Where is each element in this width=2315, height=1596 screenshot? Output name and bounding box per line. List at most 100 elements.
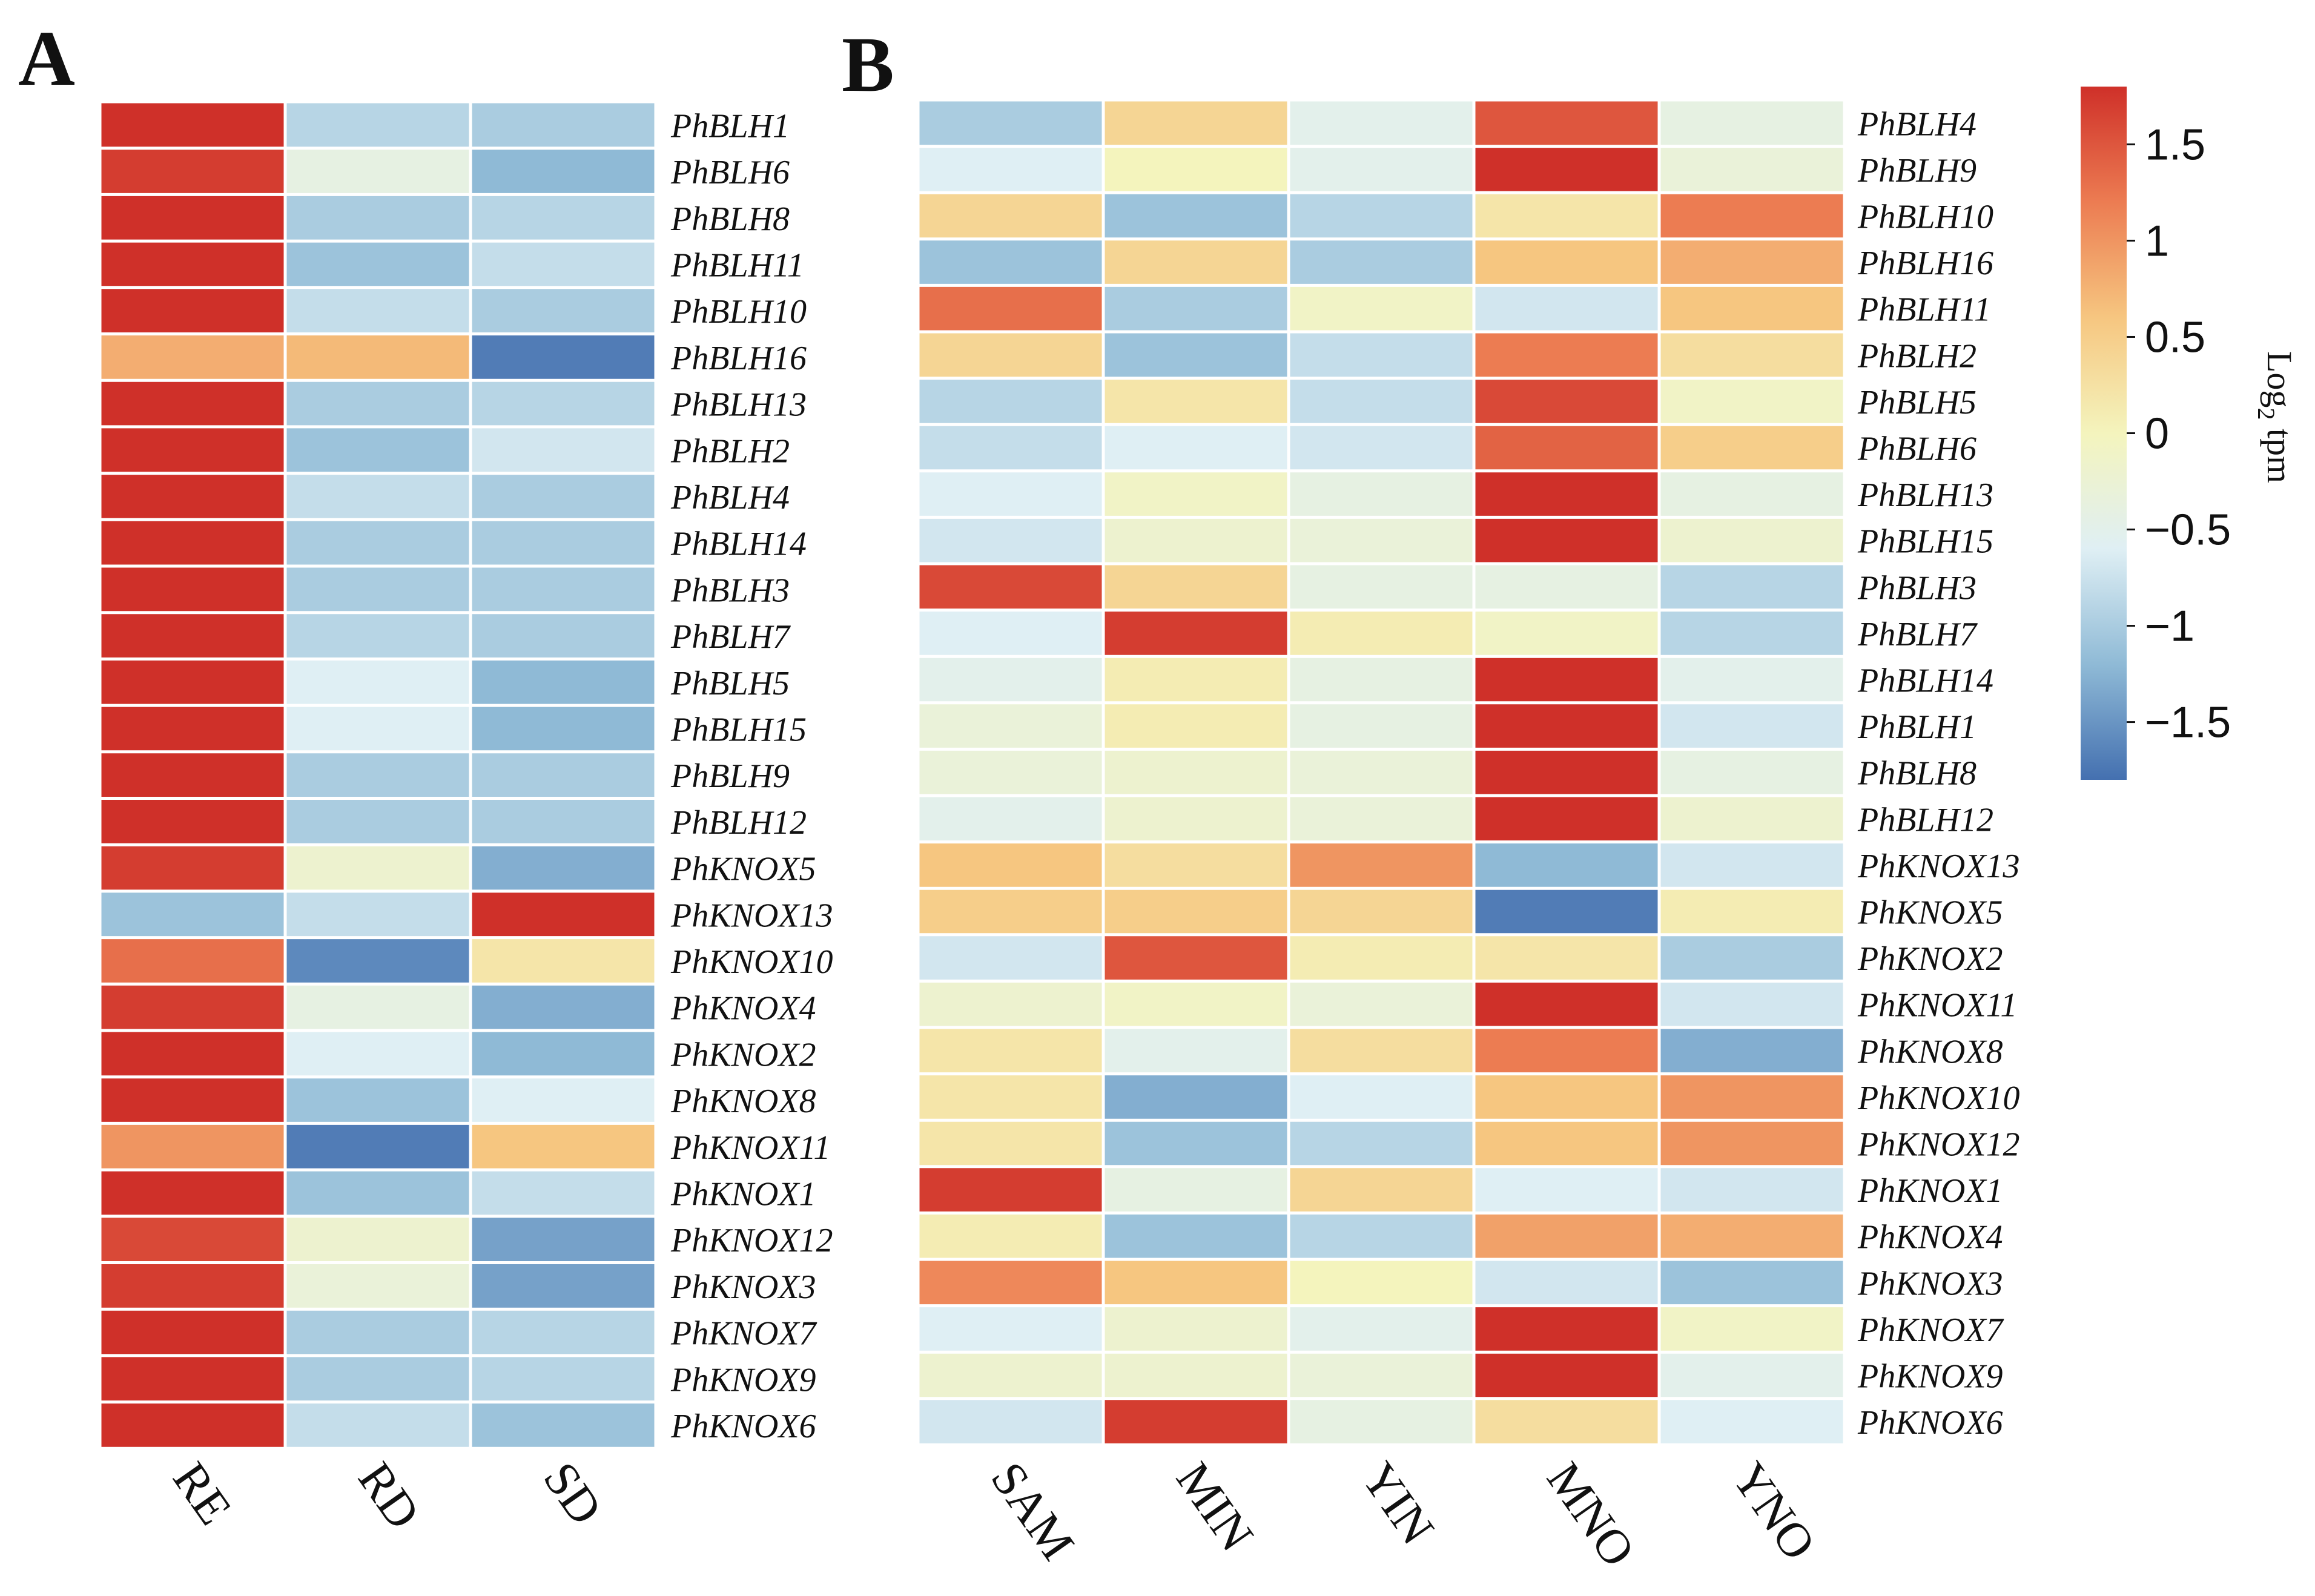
heatmap-a-cell-PhBLH11-SD: [471, 241, 656, 288]
heatmap-a-cell-PhKNOX2-SD: [471, 1030, 656, 1077]
heatmap-a-cell-PhKNOX3-RE: [100, 1262, 285, 1310]
heatmap-a-cell-PhBLH7-RE: [100, 612, 285, 659]
heatmap-b-cell-PhKNOX4-YNO: [1659, 1213, 1844, 1259]
heatmap-a-cell-PhKNOX2-RD: [285, 1030, 471, 1077]
heatmap-b-cell-PhBLH6-SAM: [918, 424, 1103, 471]
heatmap-a-cell-PhBLH16-RD: [285, 334, 471, 381]
heatmap-a-cell-PhBLH4-RE: [100, 473, 285, 520]
heatmap-b-cell-PhBLH8-YNO: [1659, 749, 1844, 796]
heatmap-b-cell-PhKNOX11-MIN: [1103, 981, 1289, 1027]
heatmap-a-cell-PhKNOX10-RD: [285, 937, 471, 984]
heatmap-a-cell-PhBLH5-RD: [285, 659, 471, 706]
heatmap-a-cell-PhKNOX12-RE: [100, 1216, 285, 1263]
colorbar-tick-label: 1.5: [2145, 120, 2205, 169]
heatmap-b-cell-PhBLH12-SAM: [918, 796, 1103, 842]
heatmap-b-cell-PhKNOX4-MIN: [1103, 1213, 1289, 1259]
heatmap-b-cell-PhBLH2-YNO: [1659, 332, 1844, 378]
heatmap-b-column-label: MNO: [1536, 1453, 1645, 1576]
heatmap-b-row-label: PhKNOX11: [1857, 987, 2017, 1024]
heatmap-a-row-label: PhBLH4: [670, 479, 790, 516]
heatmap-b-column-label: YNO: [1722, 1453, 1826, 1569]
heatmap-b-cell-PhKNOX1-YIN: [1289, 1166, 1474, 1213]
heatmap-a-cell-PhBLH9-RD: [285, 751, 471, 799]
heatmap-a-cell-PhBLH5-RE: [100, 659, 285, 706]
heatmap-b-cell-PhKNOX5-YIN: [1289, 888, 1474, 935]
heatmap-a-cell-PhKNOX6-RD: [285, 1402, 471, 1449]
heatmap-b-cell-PhKNOX7-YNO: [1659, 1305, 1844, 1353]
heatmap-b-cell-PhKNOX12-MNO: [1474, 1120, 1659, 1167]
heatmap-b-cell-PhBLH2-SAM: [918, 332, 1103, 378]
heatmap-b-cell-PhBLH10-MIN: [1103, 193, 1289, 239]
heatmap-a-cell-PhBLH14-RE: [100, 519, 285, 566]
heatmap-b-cell-PhBLH7-MNO: [1474, 610, 1659, 657]
heatmap-a-cell-PhBLH10-SD: [471, 287, 656, 334]
heatmap-b-row-label: PhBLH7: [1857, 616, 1978, 653]
heatmap-a-cell-PhBLH3-RD: [285, 566, 471, 613]
heatmap-a-cell-PhKNOX7-RD: [285, 1309, 471, 1356]
heatmap-b-cell-PhBLH15-MIN: [1103, 517, 1289, 564]
heatmap-b-cell-PhKNOX3-SAM: [918, 1259, 1103, 1306]
heatmap-b-cell-PhBLH3-YNO: [1659, 564, 1844, 610]
heatmap-a-column-label: SD: [533, 1453, 612, 1534]
heatmap-b-cell-PhBLH12-MNO: [1474, 796, 1659, 842]
heatmap-b-cell-PhKNOX12-YIN: [1289, 1120, 1474, 1167]
heatmap-b-cell-PhKNOX7-YIN: [1289, 1305, 1474, 1353]
colorbar-tick-label: −1: [2145, 602, 2194, 651]
heatmap-a-row-label: PhKNOX3: [670, 1268, 816, 1306]
heatmap-a-row-label: PhKNOX2: [670, 1036, 816, 1073]
heatmap-b-cell-PhKNOX4-SAM: [918, 1213, 1103, 1259]
heatmap-a-cell-PhKNOX9-RE: [100, 1355, 285, 1402]
heatmap-a-cell-PhBLH12-SD: [471, 798, 656, 845]
heatmap-b-cell-PhBLH13-MNO: [1474, 470, 1659, 518]
heatmap-b-cell-PhBLH15-MNO: [1474, 517, 1659, 564]
heatmap-b-cell-PhKNOX9-YIN: [1289, 1352, 1474, 1399]
heatmap-b-cell-PhKNOX11-MNO: [1474, 981, 1659, 1027]
heatmap-b-cell-PhBLH4-MNO: [1474, 100, 1659, 147]
heatmap-b-cell-PhBLH10-SAM: [918, 193, 1103, 239]
heatmap-b-cell-PhBLH15-YNO: [1659, 517, 1844, 564]
heatmap-b-cell-PhBLH15-YIN: [1289, 517, 1474, 564]
heatmap-b-cell-PhKNOX10-YNO: [1659, 1073, 1844, 1121]
heatmap-a-cell-PhKNOX3-RD: [285, 1262, 471, 1310]
heatmap-b-cell-PhKNOX11-YNO: [1659, 981, 1844, 1027]
heatmap-b-cell-PhBLH14-YNO: [1659, 656, 1844, 703]
heatmap-a-cell-PhBLH2-RE: [100, 426, 285, 473]
heatmap-a-cell-PhKNOX1-RE: [100, 1170, 285, 1216]
heatmap-b-row-label: PhKNOX9: [1857, 1358, 2003, 1396]
heatmap-a-row-label: PhBLH13: [670, 386, 807, 424]
heatmap-a-row-label: PhBLH16: [670, 340, 807, 377]
heatmap-b-cell-PhBLH4-SAM: [918, 100, 1103, 147]
heatmap-a-cell-PhBLH2-RD: [285, 426, 471, 473]
heatmap-a-column-label: RE: [162, 1453, 242, 1534]
heatmap-a-cell-PhKNOX4-RE: [100, 984, 285, 1030]
heatmap-b-cell-PhBLH16-MNO: [1474, 239, 1659, 286]
heatmap-b-cell-PhKNOX3-MIN: [1103, 1259, 1289, 1306]
heatmap-b-row-label: PhBLH10: [1857, 199, 1993, 236]
heatmap-a-row-label: PhKNOX9: [670, 1361, 816, 1399]
heatmap-b-cell-PhBLH12-YIN: [1289, 796, 1474, 842]
heatmap-b-cell-PhBLH16-MIN: [1103, 239, 1289, 286]
heatmap-a-row-label: PhBLH15: [670, 711, 807, 748]
heatmap-a-cell-PhBLH11-RE: [100, 241, 285, 288]
heatmap-b-cell-PhBLH7-YIN: [1289, 610, 1474, 657]
heatmap-b-cell-PhBLH5-MNO: [1474, 378, 1659, 425]
heatmap-b-cell-PhKNOX2-MNO: [1474, 934, 1659, 981]
heatmap-a-cell-PhKNOX3-SD: [471, 1262, 656, 1310]
heatmap-a-row-label: PhKNOX4: [670, 990, 816, 1027]
colorbar-tick-label: −1.5: [2145, 699, 2231, 747]
heatmap-a-row-label: PhKNOX5: [670, 851, 816, 888]
heatmap-b-cell-PhBLH9-MNO: [1474, 146, 1659, 193]
heatmap-b-cell-PhKNOX3-YNO: [1659, 1259, 1844, 1306]
heatmap-a-cell-PhBLH7-RD: [285, 612, 471, 659]
heatmap-b-cell-PhKNOX5-MNO: [1474, 888, 1659, 935]
heatmap-a-cell-PhBLH1-SD: [471, 102, 656, 148]
heatmap-a-cell-PhBLH11-RD: [285, 241, 471, 288]
heatmap-a-cell-PhBLH6-SD: [471, 148, 656, 195]
heatmap-b-cell-PhBLH14-SAM: [918, 656, 1103, 703]
heatmap-a-cell-PhKNOX2-RE: [100, 1030, 285, 1077]
heatmap-b-cell-PhBLH9-YIN: [1289, 146, 1474, 193]
heatmap-a-cell-PhBLH16-RE: [100, 334, 285, 381]
heatmap-b-row-label: PhKNOX5: [1857, 894, 2003, 932]
heatmap-b-cell-PhBLH6-YNO: [1659, 424, 1844, 471]
heatmap-b-cell-PhKNOX8-YIN: [1289, 1027, 1474, 1074]
